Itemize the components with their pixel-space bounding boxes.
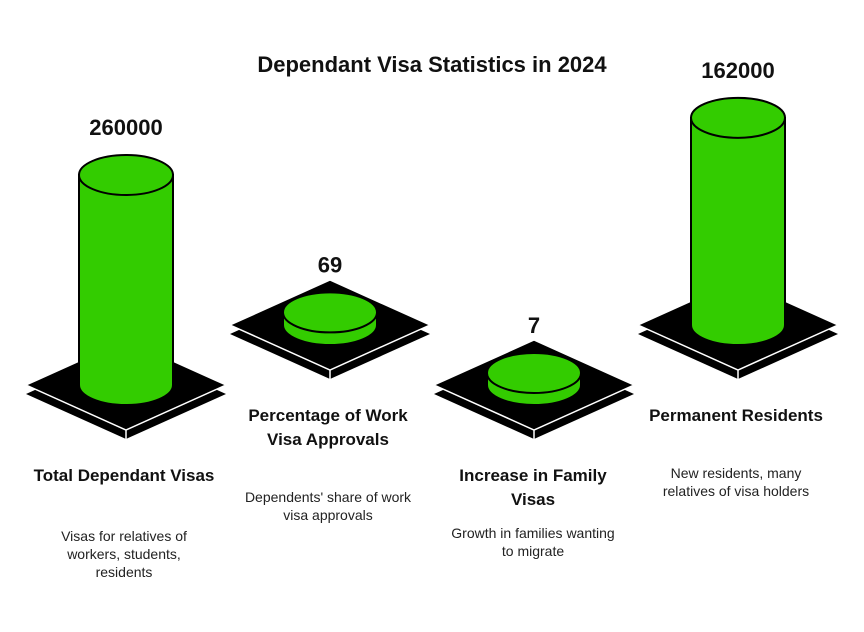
value-label-4: 162000 <box>701 58 774 83</box>
category-description-3: Growth in families wanting to migrate <box>451 525 615 559</box>
bar-top-1 <box>78 154 174 196</box>
category-label-2: Percentage of Work Visa Approvals <box>248 406 408 449</box>
value-label-1: 260000 <box>89 115 162 140</box>
category-description-4: New residents, many relatives of visa ho… <box>662 465 810 499</box>
chart-title: Dependant Visa Statistics in 2024 <box>257 52 607 77</box>
category-description-1: Visas for relatives of workers, students… <box>61 528 187 580</box>
value-label-2: 69 <box>318 252 342 277</box>
category-label-3: Increase in Family Visas <box>459 466 607 509</box>
category-label-4: Permanent Residents <box>649 406 823 425</box>
bar-top-3 <box>486 352 582 394</box>
category-label-1: Total Dependant Visas <box>33 466 215 485</box>
bar-top-2 <box>282 291 378 334</box>
category-description-2: Dependents' share of work visa approvals <box>244 489 412 523</box>
value-label-3: 7 <box>528 313 540 338</box>
bar-top-4 <box>690 96 786 139</box>
bar-body-1 <box>78 174 174 406</box>
bar-body-4 <box>690 116 786 346</box>
